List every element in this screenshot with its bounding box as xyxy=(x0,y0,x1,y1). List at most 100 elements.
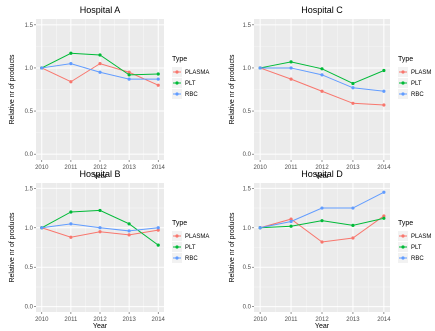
y-tick-label: 1.5 xyxy=(25,23,34,29)
data-point xyxy=(98,53,102,57)
x-tick-label: 2013 xyxy=(122,165,136,171)
x-tick-label: 2011 xyxy=(285,317,299,323)
legend-key-point xyxy=(175,256,179,260)
data-point xyxy=(127,70,131,74)
data-point xyxy=(127,233,131,237)
x-tick-label: 2010 xyxy=(253,165,267,171)
data-point xyxy=(98,230,102,234)
data-point xyxy=(156,243,160,247)
data-point xyxy=(40,226,44,230)
data-point xyxy=(156,226,160,230)
data-point xyxy=(351,236,355,240)
data-point xyxy=(69,210,73,214)
chart-panel: 0.0 0.5 1.0 1.5 2010 2011 2012 2013 2014 Hospital… xyxy=(9,169,209,330)
legend-label: PLASM xyxy=(411,234,431,240)
x-tick-label: 2013 xyxy=(346,317,360,323)
y-axis-label: Relative nr of products xyxy=(229,54,236,125)
data-point xyxy=(382,214,386,218)
x-tick-label: 2011 xyxy=(64,317,78,323)
y-tick-label: 0.5 xyxy=(243,265,252,271)
y-axis-label: Relative nr of products xyxy=(9,54,16,125)
legend-label: RBC xyxy=(411,92,424,98)
y-tick-label: 1.5 xyxy=(243,186,252,192)
data-point xyxy=(320,206,324,210)
data-point xyxy=(69,222,73,226)
x-tick-label: 2014 xyxy=(152,165,166,171)
legend-title: Type xyxy=(398,220,413,227)
data-point xyxy=(382,89,386,93)
data-point xyxy=(156,72,160,76)
data-point xyxy=(320,73,324,77)
legend-label: RBC xyxy=(185,92,198,98)
legend-title: Type xyxy=(172,56,187,63)
x-axis-label: Year xyxy=(315,323,330,330)
y-tick-label: 0.0 xyxy=(243,152,252,158)
legend-label: PLASMA xyxy=(185,70,209,76)
data-point xyxy=(289,217,293,221)
data-point xyxy=(351,86,355,90)
data-point xyxy=(320,219,324,223)
legend-key-point xyxy=(401,256,405,260)
legend-label: PLASM xyxy=(411,70,431,76)
data-point xyxy=(382,103,386,107)
y-tick-label: 0.5 xyxy=(25,265,34,271)
x-axis-label: Year xyxy=(315,173,330,180)
data-point xyxy=(289,224,293,228)
data-point xyxy=(127,222,131,226)
x-tick-label: 2014 xyxy=(377,165,391,171)
data-point xyxy=(289,60,293,64)
data-point xyxy=(69,235,73,239)
y-tick-label: 0.0 xyxy=(25,152,34,158)
x-axis-label: Year xyxy=(93,323,108,330)
data-point xyxy=(156,77,160,81)
x-tick-label: 2014 xyxy=(152,317,166,323)
data-point xyxy=(289,219,293,224)
x-tick-label: 2012 xyxy=(93,317,107,323)
y-tick-label: 0.5 xyxy=(243,109,252,115)
data-point xyxy=(98,70,102,74)
x-tick-label: 2013 xyxy=(346,165,360,171)
panel-title: Hospital B xyxy=(79,169,120,179)
y-tick-label: 1.0 xyxy=(25,226,34,232)
y-tick-label: 0.0 xyxy=(243,305,252,311)
legend-key-point xyxy=(175,92,179,96)
legend-label: RBC xyxy=(185,256,198,262)
data-point xyxy=(289,77,293,81)
y-tick-label: 0.0 xyxy=(25,305,34,311)
y-tick-label: 1.0 xyxy=(25,66,34,72)
legend-label: PLT xyxy=(411,245,422,251)
legend-title: Type xyxy=(172,220,187,227)
x-tick-label: 2010 xyxy=(253,317,267,323)
legend-key-point xyxy=(175,234,179,238)
legend-label: RBC xyxy=(411,256,424,262)
legend-label: PLT xyxy=(411,81,422,87)
data-point xyxy=(258,226,262,230)
y-axis-label: Relative nr of products xyxy=(9,212,16,283)
data-point xyxy=(127,73,131,77)
data-point xyxy=(98,62,102,66)
y-tick-label: 1.5 xyxy=(25,186,34,192)
x-tick-label: 2011 xyxy=(64,165,78,171)
y-tick-label: 1.0 xyxy=(243,226,252,232)
data-point xyxy=(351,223,355,228)
data-point xyxy=(98,226,102,230)
chart-panel: 0.0 0.5 1.0 1.5 2010 2011 2012 2013 2014 Hospital… xyxy=(229,169,431,330)
data-point xyxy=(69,51,73,55)
y-axis-label: Relative nr of products xyxy=(229,212,236,283)
data-point xyxy=(351,101,355,105)
data-point xyxy=(156,228,160,232)
x-tick-label: 2010 xyxy=(35,317,49,323)
chart-panel: 0.0 0.5 1.0 1.5 2010 2011 2012 2013 2014 Hospital… xyxy=(9,5,209,180)
data-point xyxy=(98,208,102,213)
legend-label: PLT xyxy=(185,81,196,87)
x-axis-label: Year xyxy=(93,173,108,180)
x-tick-label: 2012 xyxy=(93,165,107,171)
legend-key-point xyxy=(175,81,179,85)
x-tick-label: 2011 xyxy=(285,165,299,171)
x-tick-label: 2010 xyxy=(35,165,49,171)
legend-label: PLASMA xyxy=(185,234,209,240)
x-tick-label: 2014 xyxy=(377,317,391,323)
panel-title: Hospital C xyxy=(301,5,343,15)
y-tick-label: 0.5 xyxy=(25,109,34,115)
